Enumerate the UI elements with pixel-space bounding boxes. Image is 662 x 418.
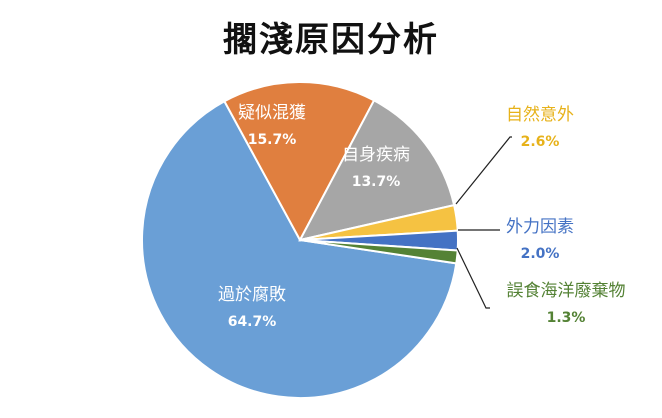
data-label-value: 2.0% <box>521 246 560 262</box>
data-label-value: 2.6% <box>521 134 560 150</box>
data-label-name: 過於腐敗 <box>218 285 286 305</box>
data-label-value: 13.7% <box>352 174 401 190</box>
leader-line <box>456 247 490 309</box>
data-label-name: 誤食海洋廢棄物 <box>507 281 626 301</box>
slice-over-decayed <box>141 99 458 399</box>
leader-line <box>455 136 512 205</box>
slice-own-disease <box>298 99 456 242</box>
data-label-value: 64.7% <box>228 314 277 330</box>
slice-suspected-bycatch <box>223 81 376 243</box>
data-label-name: 外力因素 <box>506 217 574 237</box>
data-label-name: 自身疾病 <box>342 145 410 165</box>
chart-title: 擱淺原因分析 <box>223 20 439 60</box>
data-label-name: 自然意外 <box>506 105 574 125</box>
data-label-value: 1.3% <box>547 310 586 326</box>
data-label-value: 15.7% <box>248 132 297 148</box>
data-label-name: 疑似混獲 <box>238 103 306 123</box>
